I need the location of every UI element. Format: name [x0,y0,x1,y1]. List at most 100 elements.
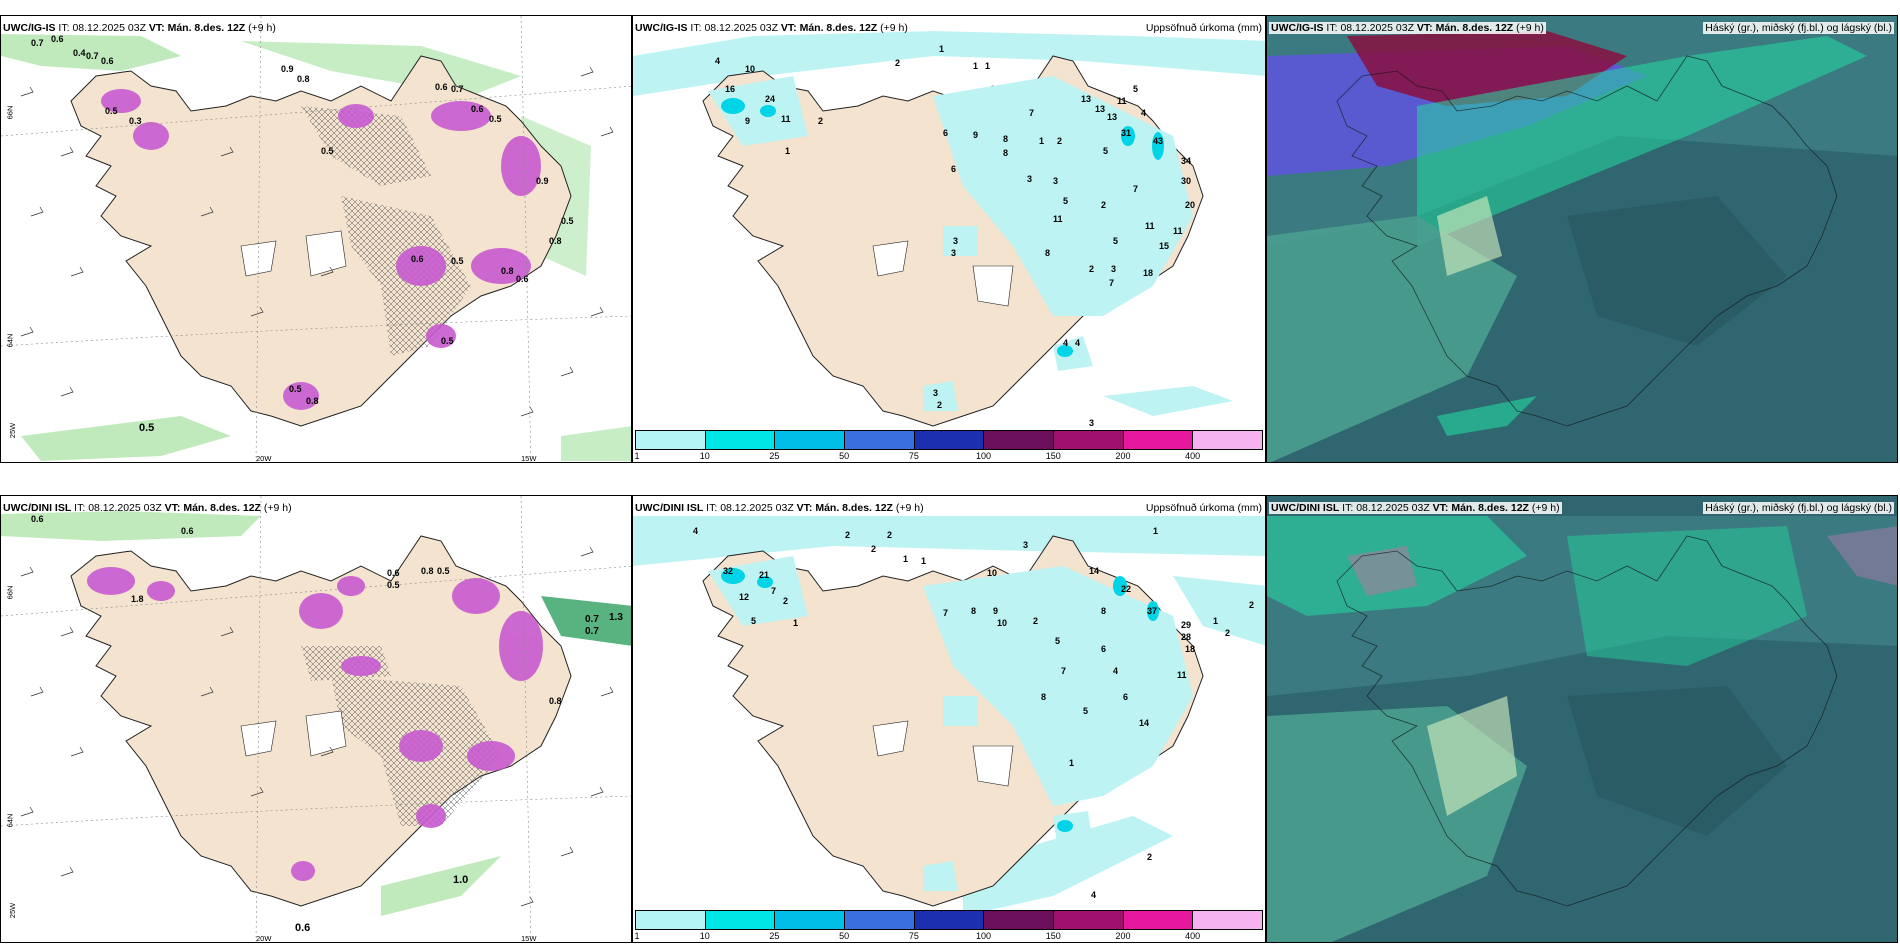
precip-value: 1 [973,61,979,71]
precip-value: 9 [745,116,751,126]
panel-wind-showers-top: UWC/IG-IS IT: 08.12.2025 03Z VT: Mán. 8.… [0,15,632,463]
precip-value: 2 [1225,628,1231,638]
precip-value: 3 [1027,174,1033,184]
precip-value: 7 [771,586,777,596]
cloud-bright [1427,696,1517,816]
lon-label: 25W [8,902,18,919]
precip-value: 7 [1061,666,1067,676]
graticule [1,496,631,942]
colorbar-tick: 100 [976,451,992,461]
bottom-label: 1.0 [453,874,469,886]
precip-value: 21 [759,570,770,580]
precip-value: 2 [1089,264,1095,274]
colorbar-segment [1193,431,1263,449]
panel-header: UWC/DINI ISL IT: 08.12.2025 03Z VT: Mán.… [1269,502,1562,514]
precip-value: 4 [1141,108,1147,118]
precip-value: 9 [993,606,999,616]
vt-value: Mán. 8.des. 12Z [1451,502,1529,514]
precip-value: 4 [1075,338,1081,348]
panel-clouds-top: UWC/IG-IS IT: 08.12.2025 03Z VT: Mán. 8.… [1266,15,1898,463]
precip-area [963,816,1173,916]
contour-label: 0.9 [536,176,549,186]
precip-value: 18 [1143,268,1154,278]
model-name: UWC/IG-IS [3,22,56,34]
precip-value: 1 [1069,758,1075,768]
colorbar-segment [1123,431,1194,449]
bottom-label: 0.6 [295,922,311,934]
lead-time: (+9 h) [248,22,276,34]
contour-label: 0.6 [181,526,194,536]
precip-value: 6 [1123,692,1129,702]
precip-value: 2 [887,530,893,540]
colorbar-segment [984,431,1055,449]
contour-label: 0.6 [101,56,114,66]
precip-value: 9 [973,130,979,140]
precip-value: 8 [971,606,977,616]
colorbar-segment [636,431,706,449]
glacier-gap [305,710,347,757]
iceland-coast [1336,55,1838,427]
precip-value: 4 [1091,890,1097,900]
colorbar-segment [1123,911,1194,929]
cloud-bright [1437,196,1502,276]
vt-value: Mán. 8.des. 12Z [1435,22,1514,34]
precip-value: 2 [1057,136,1063,146]
contour-label: 0.5 [105,106,118,116]
colorbar-segment [775,431,846,449]
precip-value: 11 [1177,670,1187,680]
wind-map [1,496,631,942]
precip-value: 2 [783,596,789,606]
precip-value: 32 [723,566,734,576]
contour-label: 0.8 [297,74,310,84]
cloud-low-band [1567,526,1807,666]
panel-title: Uppsöfnuð úrkoma (mm) [1145,502,1262,514]
precip-value: 11 [1173,226,1183,236]
model-name: UWC/DINI ISL [3,502,72,514]
cloud-layer [1567,196,1787,346]
precip-value: 29 [1181,620,1192,630]
vt-value: Mán. 8.des. 12Z [799,22,878,34]
colorbar-segment [1054,911,1124,929]
vt-label: VT: [780,22,797,34]
colorbar-tick: 1 [634,931,640,941]
colorbar-segment [775,911,846,929]
colorbar-segment [845,911,915,929]
contour-label: 0.6 [471,104,484,114]
precip-value: 14 [1139,718,1150,728]
precip-value: 7 [1133,184,1139,194]
cloud-map [1267,496,1897,942]
colorbar-tick: 200 [1115,931,1131,941]
contour-label: 0.8 [306,396,319,406]
precip-over-land [708,556,1193,891]
vt-label: VT: [1416,22,1433,34]
lat-label: 64N [5,333,15,348]
lon-label: 20W [256,934,272,943]
colorbar-tick: 25 [769,931,780,941]
precip-value: 2 [818,116,824,126]
wind-band [381,856,501,916]
cloud-layer [1567,686,1787,836]
wind-band [21,416,231,461]
colorbar-tick: 1 [634,451,640,461]
lead-time: (+9 h) [895,502,924,514]
precip-value: 10 [997,618,1008,628]
precip-value: 2 [1249,600,1255,610]
colorbar-tick: 75 [908,931,919,941]
it-label: IT: [706,502,718,514]
precip-value: 20 [1185,200,1196,210]
precip-value: 5 [1113,236,1119,246]
it-value: 08.12.2025 03Z [1340,22,1414,34]
colorbar-tick: 50 [839,931,850,941]
precip-value: 4 [693,526,699,536]
precip-value: 6 [1101,644,1107,654]
contour-label: 0.6 [31,514,44,524]
contour-label: 0.6 [387,568,400,578]
cloud-map [1267,16,1897,462]
contour-label: 0.8 [549,236,562,246]
precip-heavy [721,98,1164,357]
it-label: IT: [1342,502,1354,514]
colorbar-segment [845,431,915,449]
precip-value: 5 [1103,146,1109,156]
precip-value: 34 [1181,156,1192,166]
contour-label: 0.5 [451,256,464,266]
